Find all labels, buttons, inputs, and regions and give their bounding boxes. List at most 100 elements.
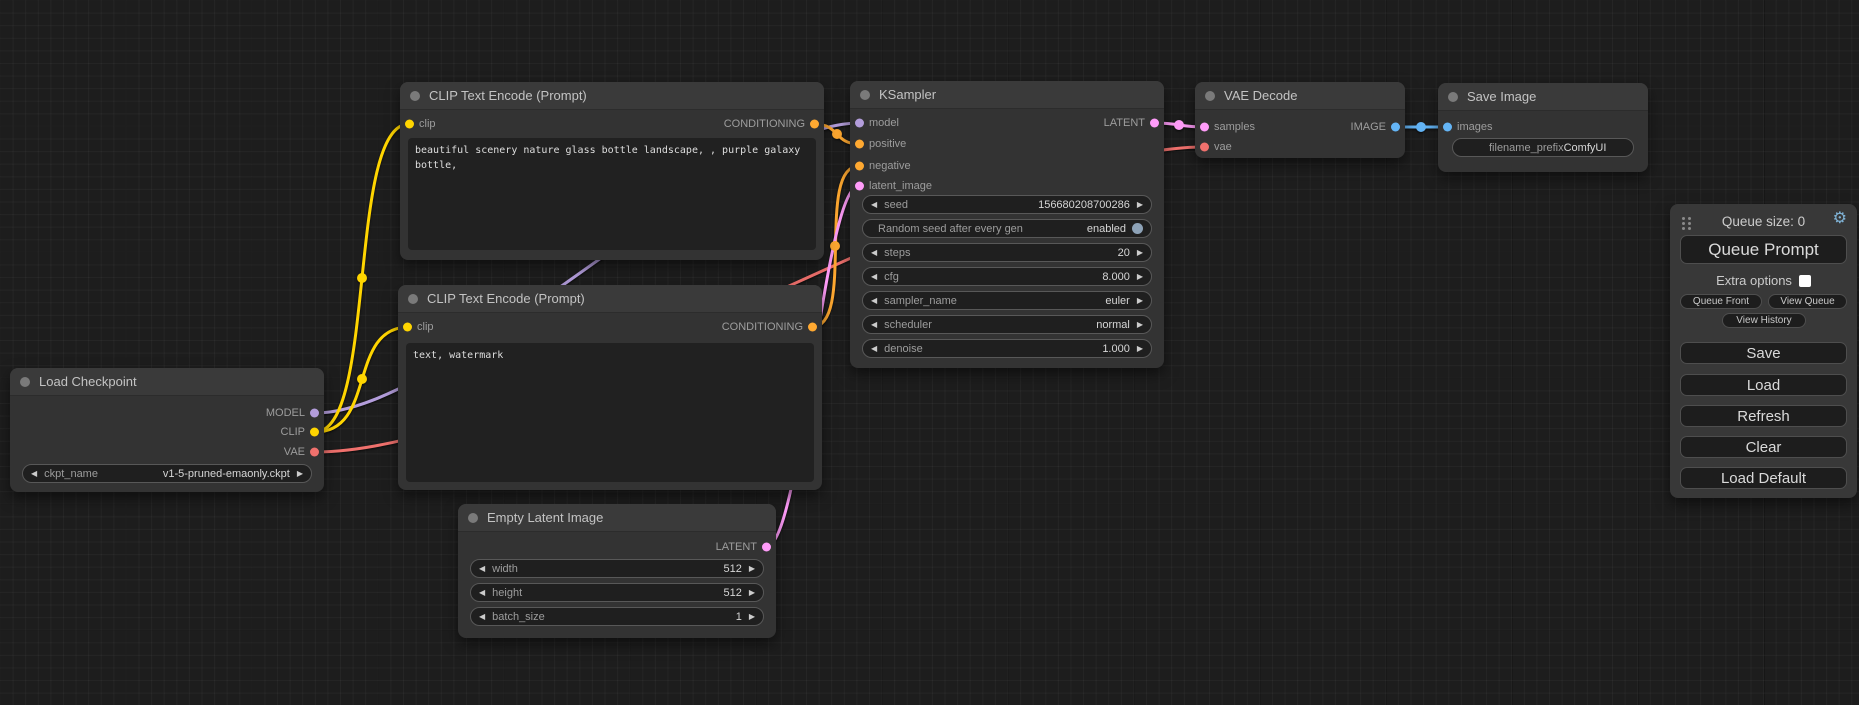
positive-prompt-textarea[interactable]: beautiful scenery nature glass bottle la… (408, 138, 816, 250)
widget-value: 1 (735, 610, 742, 623)
node-header[interactable]: CLIP Text Encode (Prompt) (398, 285, 822, 313)
toggle-on-icon[interactable] (1132, 223, 1143, 234)
node-header[interactable]: Empty Latent Image (458, 504, 776, 532)
increment-arrow-icon[interactable]: ▶ (1136, 295, 1143, 305)
clear-button[interactable]: Clear (1680, 436, 1847, 458)
output-row: CLIP (10, 424, 324, 440)
negative-input-port[interactable] (855, 161, 864, 171)
denoise-widget[interactable]: ◀ denoise 1.000 ▶ (862, 339, 1152, 358)
collapse-dot-icon[interactable] (1205, 90, 1215, 101)
increment-arrow-icon[interactable]: ▶ (1136, 199, 1143, 209)
node-clip-text-encode-positive[interactable]: CLIP Text Encode (Prompt) clip CONDITION… (400, 82, 824, 260)
conditioning-output-port[interactable] (810, 119, 819, 129)
collapse-dot-icon[interactable] (20, 376, 30, 387)
node-header[interactable]: Load Checkpoint (10, 368, 324, 396)
samples-input-port[interactable] (1200, 122, 1209, 132)
collapse-dot-icon[interactable] (1448, 91, 1458, 102)
widget-label: filename_prefix (1489, 141, 1564, 154)
view-queue-button[interactable]: View Queue (1768, 294, 1847, 309)
increment-arrow-icon[interactable]: ▶ (1136, 319, 1143, 329)
positive-input-port[interactable] (855, 139, 864, 149)
seed-widget[interactable]: ◀ seed 156680208700286 ▶ (862, 195, 1152, 214)
steps-widget[interactable]: ◀ steps 20 ▶ (862, 243, 1152, 262)
save-button[interactable]: Save (1680, 342, 1847, 364)
increment-arrow-icon[interactable]: ▶ (748, 587, 755, 597)
widget-label: ckpt_name (44, 467, 98, 480)
latent-image-input-port[interactable] (855, 181, 864, 191)
queue-front-button[interactable]: Queue Front (1680, 294, 1762, 309)
images-input-port[interactable] (1443, 122, 1452, 132)
vae-input-port[interactable] (1200, 142, 1209, 152)
random-seed-widget[interactable]: Random seed after every gen enabled (862, 219, 1152, 238)
collapse-dot-icon[interactable] (860, 89, 870, 100)
filename-prefix-widget[interactable]: filename_prefix ComfyUI (1452, 138, 1634, 157)
node-header[interactable]: CLIP Text Encode (Prompt) (400, 82, 824, 110)
node-clip-text-encode-negative[interactable]: CLIP Text Encode (Prompt) clip CONDITION… (398, 285, 822, 490)
clip-input-port[interactable] (405, 119, 414, 129)
clip-output-port[interactable] (310, 427, 319, 437)
link-midpoint-dot (1416, 122, 1426, 132)
sampler-name-widget[interactable]: ◀ sampler_name euler ▶ (862, 291, 1152, 310)
refresh-button[interactable]: Refresh (1680, 405, 1847, 427)
conditioning-output-port[interactable] (808, 322, 817, 332)
increment-arrow-icon[interactable]: ▶ (1136, 271, 1143, 281)
slot-row: vae (1195, 139, 1405, 155)
node-ksampler[interactable]: KSampler model LATENT positive negative … (850, 81, 1164, 368)
increment-arrow-icon[interactable]: ▶ (1136, 343, 1143, 353)
drag-handle-icon[interactable] (1682, 217, 1685, 220)
collapse-dot-icon[interactable] (410, 90, 420, 101)
node-save-image[interactable]: Save Image images filename_prefix ComfyU… (1438, 83, 1648, 172)
clip-input-port[interactable] (403, 322, 412, 332)
decrement-arrow-icon[interactable]: ◀ (871, 271, 878, 281)
batch-size-widget[interactable]: ◀ batch_size 1 ▶ (470, 607, 764, 626)
decrement-arrow-icon[interactable]: ◀ (871, 319, 878, 329)
decrement-arrow-icon[interactable]: ◀ (479, 611, 486, 621)
decrement-arrow-icon[interactable]: ◀ (871, 247, 878, 257)
vae-output-port[interactable] (310, 447, 319, 457)
cfg-widget[interactable]: ◀ cfg 8.000 ▶ (862, 267, 1152, 286)
decrement-arrow-icon[interactable]: ◀ (871, 343, 878, 353)
increment-arrow-icon[interactable]: ▶ (296, 468, 303, 478)
increment-arrow-icon[interactable]: ▶ (748, 611, 755, 621)
height-widget[interactable]: ◀ height 512 ▶ (470, 583, 764, 602)
widget-value: normal (1096, 318, 1130, 331)
width-widget[interactable]: ◀ width 512 ▶ (470, 559, 764, 578)
node-header[interactable]: KSampler (850, 81, 1164, 109)
scheduler-widget[interactable]: ◀ scheduler normal ▶ (862, 315, 1152, 334)
settings-gear-icon[interactable]: ⚙ (1832, 210, 1847, 227)
model-output-port[interactable] (310, 408, 319, 418)
latent-output-port[interactable] (1150, 118, 1159, 128)
decrement-arrow-icon[interactable]: ◀ (31, 468, 38, 478)
queue-prompt-button[interactable]: Queue Prompt (1680, 235, 1847, 264)
widget-label: seed (884, 198, 909, 211)
node-empty-latent-image[interactable]: Empty Latent Image LATENT ◀ width 512 ▶ … (458, 504, 776, 638)
node-load-checkpoint[interactable]: Load Checkpoint MODEL CLIP VAE ◀ ckpt_na… (10, 368, 324, 492)
extra-options-checkbox[interactable] (1798, 274, 1811, 287)
decrement-arrow-icon[interactable]: ◀ (871, 199, 878, 209)
view-history-button[interactable]: View History (1722, 313, 1806, 328)
widget-value: v1-5-pruned-emaonly.ckpt (162, 467, 290, 480)
decrement-arrow-icon[interactable]: ◀ (479, 563, 486, 573)
decrement-arrow-icon[interactable]: ◀ (479, 587, 486, 597)
collapse-dot-icon[interactable] (468, 512, 478, 523)
slot-row: images (1438, 119, 1648, 135)
negative-prompt-textarea[interactable]: text, watermark (406, 343, 814, 482)
output-row: VAE (10, 444, 324, 460)
node-header[interactable]: VAE Decode (1195, 82, 1405, 110)
increment-arrow-icon[interactable]: ▶ (748, 563, 755, 573)
ckpt-name-widget[interactable]: ◀ ckpt_name v1-5-pruned-emaonly.ckpt ▶ (22, 464, 312, 483)
collapse-dot-icon[interactable] (408, 293, 418, 304)
increment-arrow-icon[interactable]: ▶ (1136, 247, 1143, 257)
load-default-button[interactable]: Load Default (1680, 467, 1847, 489)
model-input-port[interactable] (855, 118, 864, 128)
widget-value: 156680208700286 (1038, 198, 1130, 211)
output-label: CLIP (280, 426, 305, 438)
node-vae-decode[interactable]: VAE Decode samples IMAGE vae (1195, 82, 1405, 158)
node-header[interactable]: Save Image (1438, 83, 1648, 111)
decrement-arrow-icon[interactable]: ◀ (871, 295, 878, 305)
latent-output-port[interactable] (762, 542, 771, 552)
load-button[interactable]: Load (1680, 374, 1847, 396)
widget-value: ComfyUI (1563, 141, 1607, 154)
image-output-port[interactable] (1391, 122, 1400, 132)
